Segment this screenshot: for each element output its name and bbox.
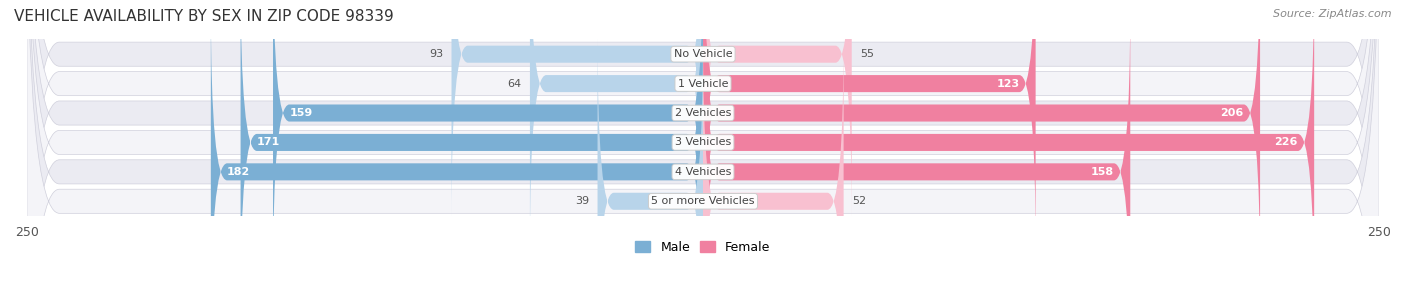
FancyBboxPatch shape [530, 0, 703, 252]
Text: 159: 159 [290, 108, 312, 118]
Text: 93: 93 [429, 49, 443, 59]
FancyBboxPatch shape [27, 0, 1379, 306]
FancyBboxPatch shape [27, 0, 1379, 306]
FancyBboxPatch shape [703, 0, 1260, 281]
Text: 55: 55 [860, 49, 875, 59]
FancyBboxPatch shape [598, 33, 703, 306]
Legend: Male, Female: Male, Female [630, 236, 776, 259]
FancyBboxPatch shape [703, 0, 852, 222]
FancyBboxPatch shape [27, 0, 1379, 306]
Text: 5 or more Vehicles: 5 or more Vehicles [651, 196, 755, 206]
FancyBboxPatch shape [211, 4, 703, 306]
Text: Source: ZipAtlas.com: Source: ZipAtlas.com [1274, 9, 1392, 19]
Text: 2 Vehicles: 2 Vehicles [675, 108, 731, 118]
Text: 3 Vehicles: 3 Vehicles [675, 137, 731, 147]
FancyBboxPatch shape [703, 4, 1130, 306]
Text: 52: 52 [852, 196, 866, 206]
Text: 1 Vehicle: 1 Vehicle [678, 79, 728, 89]
Text: 123: 123 [997, 79, 1019, 89]
FancyBboxPatch shape [703, 0, 1315, 306]
Text: 226: 226 [1275, 137, 1298, 147]
FancyBboxPatch shape [27, 0, 1379, 306]
Text: 182: 182 [226, 167, 250, 177]
Text: 171: 171 [257, 137, 280, 147]
FancyBboxPatch shape [703, 0, 1036, 252]
Text: 158: 158 [1091, 167, 1114, 177]
Text: No Vehicle: No Vehicle [673, 49, 733, 59]
FancyBboxPatch shape [703, 33, 844, 306]
FancyBboxPatch shape [27, 0, 1379, 306]
Text: VEHICLE AVAILABILITY BY SEX IN ZIP CODE 98339: VEHICLE AVAILABILITY BY SEX IN ZIP CODE … [14, 9, 394, 24]
FancyBboxPatch shape [27, 0, 1379, 306]
Text: 4 Vehicles: 4 Vehicles [675, 167, 731, 177]
FancyBboxPatch shape [240, 0, 703, 306]
Text: 206: 206 [1220, 108, 1244, 118]
FancyBboxPatch shape [451, 0, 703, 222]
Text: 64: 64 [508, 79, 522, 89]
FancyBboxPatch shape [273, 0, 703, 281]
Text: 39: 39 [575, 196, 589, 206]
